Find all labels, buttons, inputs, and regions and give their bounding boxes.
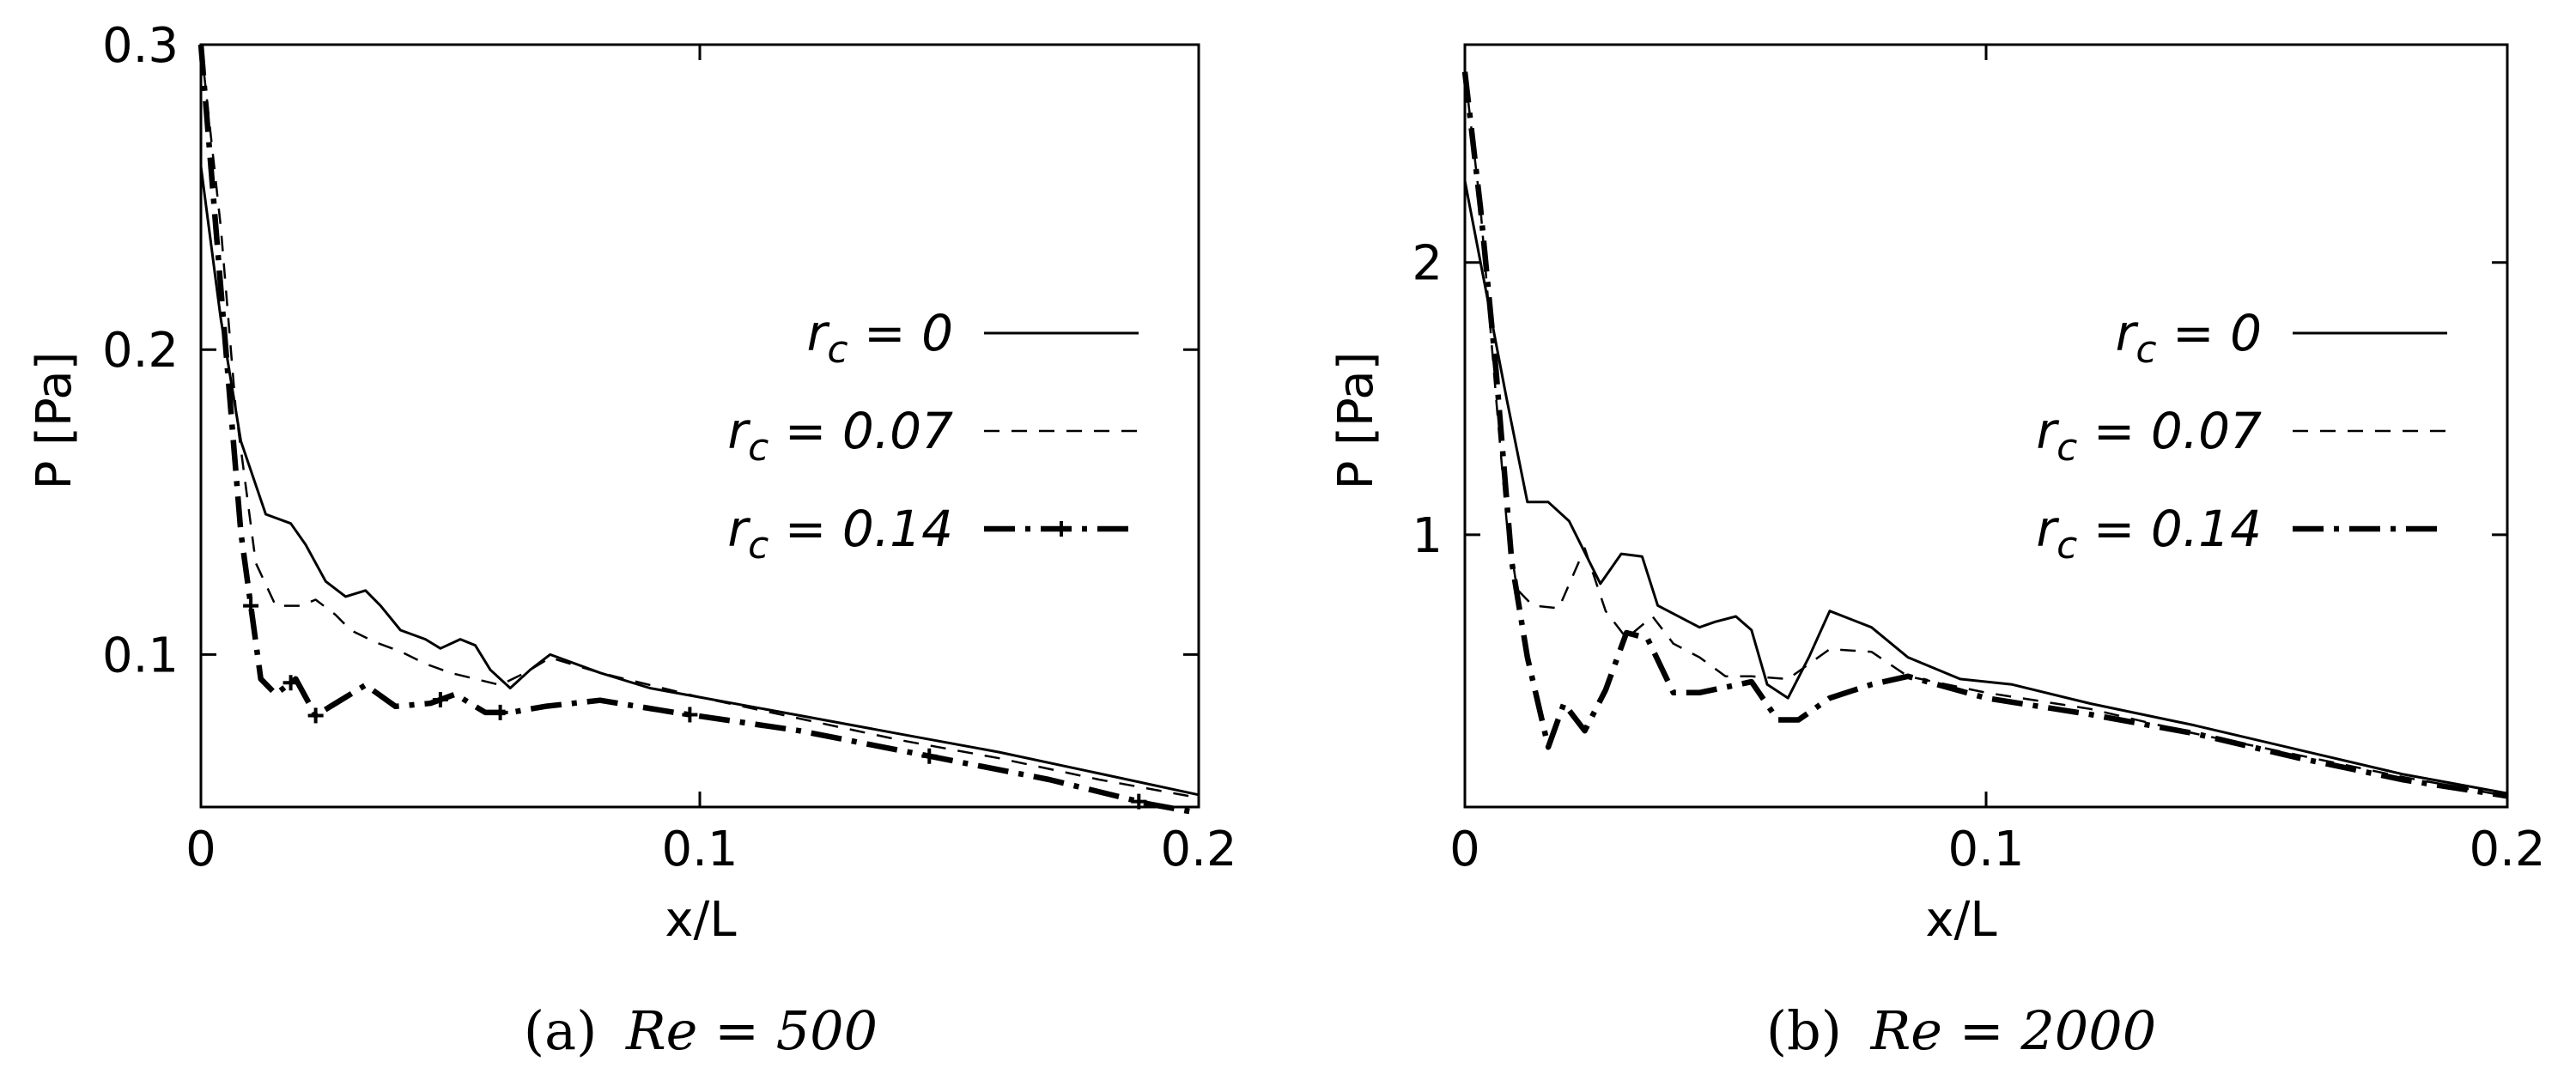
panel-b-series-1-line [1463, 180, 2508, 795]
panel-a-ytick-label: 0.1 [102, 628, 179, 683]
panel-b-xtick-label: 0.2 [2469, 822, 2545, 877]
panel-a-xtick-label: 0.1 [661, 822, 738, 877]
panel-b-legend-label-2: rc = 0.07 [2036, 402, 2262, 470]
svg-text:(a) Re = 500: (a) Re = 500 [524, 999, 878, 1062]
panel-b-xlabel: x/L [1925, 892, 1996, 948]
panel-b-caption: (b) Re = 2000 [1766, 999, 2156, 1062]
panel-a-xtick-label: 0 [185, 822, 216, 877]
panel-a-chart: P [Pa] x/L (a) Re = 500 0 0.1 0.2 0.1 0.2 0.3… [27, 18, 1237, 1062]
panel-a-ytick-label: 0.2 [102, 323, 179, 379]
panel-a-legend-label-3: rc = 0.14 [727, 500, 953, 567]
panel-b-legend-label-3: rc = 0.14 [2036, 500, 2262, 567]
panel-a-legend-label-1: rc = 0 [807, 304, 953, 372]
panel-b-chart: P [Pa] x/L (b) Re = 2000 0 0.1 0.2 1 2 rc = 0… [1328, 43, 2546, 1062]
panel-b-caption-text: Re = 2000 [1870, 999, 2157, 1062]
panel-b-caption-tag: (b) [1766, 999, 1842, 1062]
panel-a-series-1-line [199, 166, 1200, 797]
panel-a-legend-label-2: rc = 0.07 [727, 402, 953, 470]
panel-a-ylabel: P [Pa] [27, 352, 82, 490]
panel-a-xtick-label: 0.2 [1160, 822, 1236, 877]
panel-b-ytick-label: 1 [1412, 508, 1443, 564]
panel-a-caption-text: Re = 500 [625, 999, 878, 1062]
svg-text:(b) Re = 2000: (b) Re = 2000 [1766, 999, 2156, 1062]
panel-a-ytick-label: 0.3 [102, 18, 179, 74]
panel-b-ytick-label: 2 [1412, 236, 1443, 292]
panel-a-xlabel: x/L [665, 892, 736, 948]
panel-b-series-3-line [1461, 71, 2508, 799]
panel-b-ylabel: P [Pa] [1328, 352, 1384, 490]
panel-b-xtick-label: 0 [1449, 822, 1480, 877]
panel-a-series-2-line [199, 44, 1200, 799]
panel-b-xtick-label: 0.1 [1947, 822, 2024, 877]
panel-a-caption: (a) Re = 500 [524, 999, 878, 1062]
panel-b-series-2-line [1463, 71, 2508, 798]
panel-b-legend-label-1: rc = 0 [2116, 304, 2262, 372]
panel-a-caption-tag: (a) [524, 999, 597, 1062]
panel-b-plot-frame [1463, 43, 2509, 809]
